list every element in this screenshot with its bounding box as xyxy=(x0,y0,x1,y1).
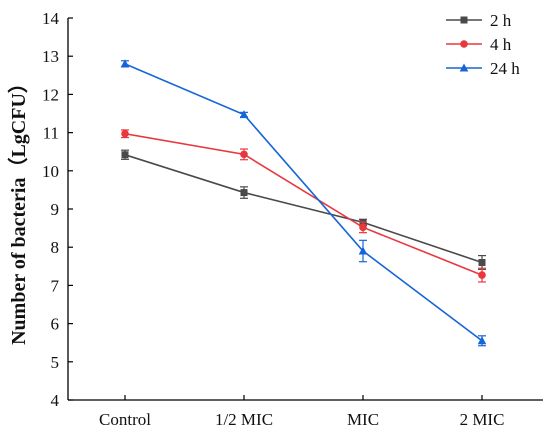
y-tick-label: 7 xyxy=(51,276,60,295)
y-tick-label: 10 xyxy=(42,162,59,181)
data-point xyxy=(477,336,487,345)
legend-item: 4 h xyxy=(446,35,512,54)
y-tick-label: 11 xyxy=(43,124,59,143)
y-tick-label: 4 xyxy=(51,391,60,410)
y-tick-label: 12 xyxy=(42,85,59,104)
legend-label: 4 h xyxy=(490,35,512,54)
data-point xyxy=(240,189,248,197)
legend-label: 2 h xyxy=(490,11,512,30)
y-tick-label: 6 xyxy=(51,315,60,334)
x-tick-label: 1/2 MIC xyxy=(215,410,273,429)
y-tick-label: 9 xyxy=(51,200,60,219)
legend-item: 24 h xyxy=(446,59,520,78)
series-line xyxy=(124,153,483,264)
series-group xyxy=(120,59,487,347)
data-point xyxy=(120,59,130,68)
legend-item: 2 h xyxy=(446,11,512,30)
y-tick-label: 5 xyxy=(51,353,60,372)
axis-ticks: 4 5 6 7 8 9 10 11 12 13 14 Control 1/2 MIC MIC 2 MIC xyxy=(42,9,504,429)
legend-marker xyxy=(459,63,469,72)
data-point xyxy=(121,129,129,138)
legend: 2 h 4 h 24 h xyxy=(446,11,520,78)
series-line xyxy=(124,63,483,342)
legend-label: 24 h xyxy=(490,59,520,78)
x-tick-label: 2 MIC xyxy=(460,410,505,429)
y-tick-label: 8 xyxy=(51,238,60,257)
x-tick-label: MIC xyxy=(347,410,379,429)
series-24h xyxy=(120,59,487,347)
data-point xyxy=(359,223,367,232)
data-point xyxy=(478,258,486,266)
series-line xyxy=(124,132,483,276)
y-tick-label: 14 xyxy=(42,9,60,28)
data-point xyxy=(240,150,248,159)
y-axis-label: Number of bacteria（LgCFU） xyxy=(7,73,30,345)
data-point xyxy=(239,110,249,119)
x-tick-label: Control xyxy=(99,410,151,429)
series-2h xyxy=(121,149,486,270)
axes xyxy=(67,18,543,401)
data-point xyxy=(478,271,486,279)
y-tick-label: 13 xyxy=(42,47,59,66)
series-4h xyxy=(121,129,486,283)
legend-marker xyxy=(460,16,468,24)
data-point xyxy=(358,246,368,255)
data-point xyxy=(121,151,129,159)
legend-marker xyxy=(460,40,468,48)
